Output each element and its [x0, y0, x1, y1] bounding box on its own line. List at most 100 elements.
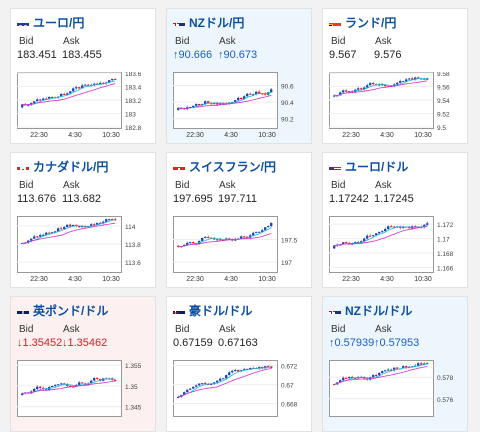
- candle: [108, 219, 111, 221]
- rate-card[interactable]: カナダドル/円 Bid Ask 113.676 113.682 114 113.8 113.6…: [10, 152, 156, 288]
- ma-short-line: [334, 78, 428, 96]
- price-chart[interactable]: 0.672 0.67 0.668: [173, 360, 307, 430]
- candle: [378, 373, 381, 376]
- price-chart[interactable]: 1.355 1.35 1.345: [17, 360, 151, 430]
- price-chart[interactable]: 90.6 90.4 90.2 22:30 4:30 10:30: [173, 72, 307, 142]
- candle: [228, 238, 231, 240]
- candle: [72, 386, 75, 388]
- price-chart[interactable]: 1.172 1.17 1.168 1.166 22:30 4:30 10:30: [329, 216, 463, 286]
- candle: [219, 378, 222, 381]
- candle: [99, 222, 102, 224]
- candle: [48, 96, 51, 99]
- x-tick-label: 22:30: [186, 276, 204, 283]
- candle: [366, 235, 369, 239]
- rate-card[interactable]: ランド/円 Bid Ask 9.567 9.576 9.58 9.56 9.54 9.52 9.5…: [322, 8, 468, 144]
- y-tick-label: 114: [125, 224, 136, 231]
- rate-card[interactable]: スイスフラン/円 Bid Ask 197.695 197.711 197.5 197 22:3…: [166, 152, 312, 288]
- ma-short-line: [178, 366, 272, 398]
- bid-label: Bid: [331, 324, 346, 335]
- y-tick-label: 0.67: [281, 383, 294, 390]
- candle: [354, 378, 357, 380]
- candle: [33, 388, 36, 392]
- ask-label: Ask: [375, 180, 392, 191]
- bid-value: 183.451: [17, 49, 57, 61]
- bid-label: Bid: [331, 36, 346, 47]
- rate-card[interactable]: ユーロ/ドル Bid Ask 1.17242 1.17245 1.172 1.17 1.168…: [322, 152, 468, 288]
- x-tick-label: 4:30: [380, 276, 394, 283]
- currency-pair-link[interactable]: スイスフラン/円: [189, 159, 276, 174]
- y-tick-label: 197: [281, 260, 292, 267]
- candle: [66, 224, 69, 228]
- candle: [402, 226, 405, 228]
- ma-long-line: [22, 83, 116, 106]
- bid-label: Bid: [19, 36, 34, 47]
- rate-card[interactable]: ユーロ/円 Bid Ask 183.451 183.455 183.6 183.4 183.2…: [10, 8, 156, 144]
- y-tick-label: 183.6: [125, 72, 142, 78]
- candle: [42, 234, 45, 236]
- rate-card[interactable]: NZドル/円 Bid Ask ↑90.666 ↑90.673 90.6 90.4 90.2 22…: [166, 8, 312, 144]
- candle: [345, 377, 348, 379]
- candle: [90, 224, 93, 227]
- card-header: NZドル/円: [173, 15, 245, 30]
- currency-pair-link[interactable]: NZドル/円: [189, 15, 245, 30]
- currency-pair-link[interactable]: NZドル/ドル: [345, 303, 413, 318]
- candle: [189, 388, 192, 390]
- candle: [63, 383, 66, 385]
- rate-card[interactable]: 英ポンド/ドル Bid Ask ↓1.35452 ↓1.35462 1.355 1.35 1.…: [10, 296, 156, 432]
- card-header: ランド/円: [329, 15, 397, 30]
- candle: [384, 370, 387, 372]
- candle: [420, 78, 423, 80]
- y-tick-label: 1.355: [125, 363, 142, 370]
- candle: [381, 371, 384, 374]
- candle: [225, 375, 228, 379]
- x-tick-label: 4:30: [68, 276, 82, 283]
- candle: [60, 383, 63, 385]
- ma-long-line: [178, 233, 272, 248]
- price-chart[interactable]: 0.578 0.576: [329, 360, 463, 430]
- currency-pair-link[interactable]: カナダドル/円: [33, 159, 109, 174]
- candle: [246, 93, 249, 97]
- y-tick-label: 1.17: [437, 237, 450, 244]
- candle: [402, 81, 405, 83]
- price-chart[interactable]: 183.6 183.4 183.2 183 182.8 22:30 4:30 10:30: [17, 72, 151, 142]
- y-tick-label: 9.58: [437, 72, 450, 78]
- candle: [201, 237, 204, 241]
- price-chart[interactable]: 114 113.8 113.6 22:30 4:30 10:30: [17, 216, 151, 286]
- candle: [21, 393, 24, 396]
- currency-pair-link[interactable]: 豪ドル/ドル: [189, 303, 253, 318]
- candle: [45, 232, 48, 235]
- candle: [207, 101, 210, 103]
- price-chart[interactable]: 9.58 9.56 9.54 9.52 9.5 22:30 4:30 10:30: [329, 72, 463, 142]
- candle: [198, 104, 201, 106]
- candle: [342, 242, 345, 245]
- candle: [333, 245, 336, 249]
- candle: [243, 96, 246, 100]
- ask-value: 197.711: [218, 193, 257, 205]
- bid-value: 0.67159: [173, 337, 213, 349]
- candle: [204, 101, 207, 105]
- currency-pair-link[interactable]: 英ポンド/ドル: [33, 303, 109, 318]
- currency-pair-link[interactable]: ユーロ/円: [33, 15, 85, 30]
- rate-card[interactable]: NZドル/ドル Bid Ask ↑0.57939 ↑0.57953 0.578 0.576: [322, 296, 468, 432]
- ask-value: 9.576: [374, 49, 402, 61]
- currency-pair-link[interactable]: ランド/円: [345, 15, 397, 30]
- rate-card[interactable]: 豪ドル/ドル Bid Ask 0.67159 0.67163 0.672 0.67 0.668: [166, 296, 312, 432]
- y-tick-label: 9.5: [437, 125, 446, 132]
- y-tick-label: 90.2: [281, 117, 294, 124]
- candle: [207, 384, 210, 386]
- currency-pair-link[interactable]: ユーロ/ドル: [345, 159, 409, 174]
- candle: [375, 375, 378, 377]
- candle: [210, 383, 213, 385]
- candle: [264, 227, 267, 231]
- y-tick-label: 0.576: [437, 397, 454, 404]
- bid-label: Bid: [331, 180, 346, 191]
- candle: [84, 226, 87, 228]
- candle: [114, 78, 117, 80]
- candle: [60, 228, 63, 230]
- candle: [261, 230, 264, 232]
- candle: [237, 97, 240, 101]
- candle: [234, 100, 237, 103]
- price-chart[interactable]: 197.5 197 22:30 4:30 10:30: [173, 216, 307, 286]
- x-tick-label: 4:30: [224, 132, 238, 139]
- candle: [399, 81, 402, 83]
